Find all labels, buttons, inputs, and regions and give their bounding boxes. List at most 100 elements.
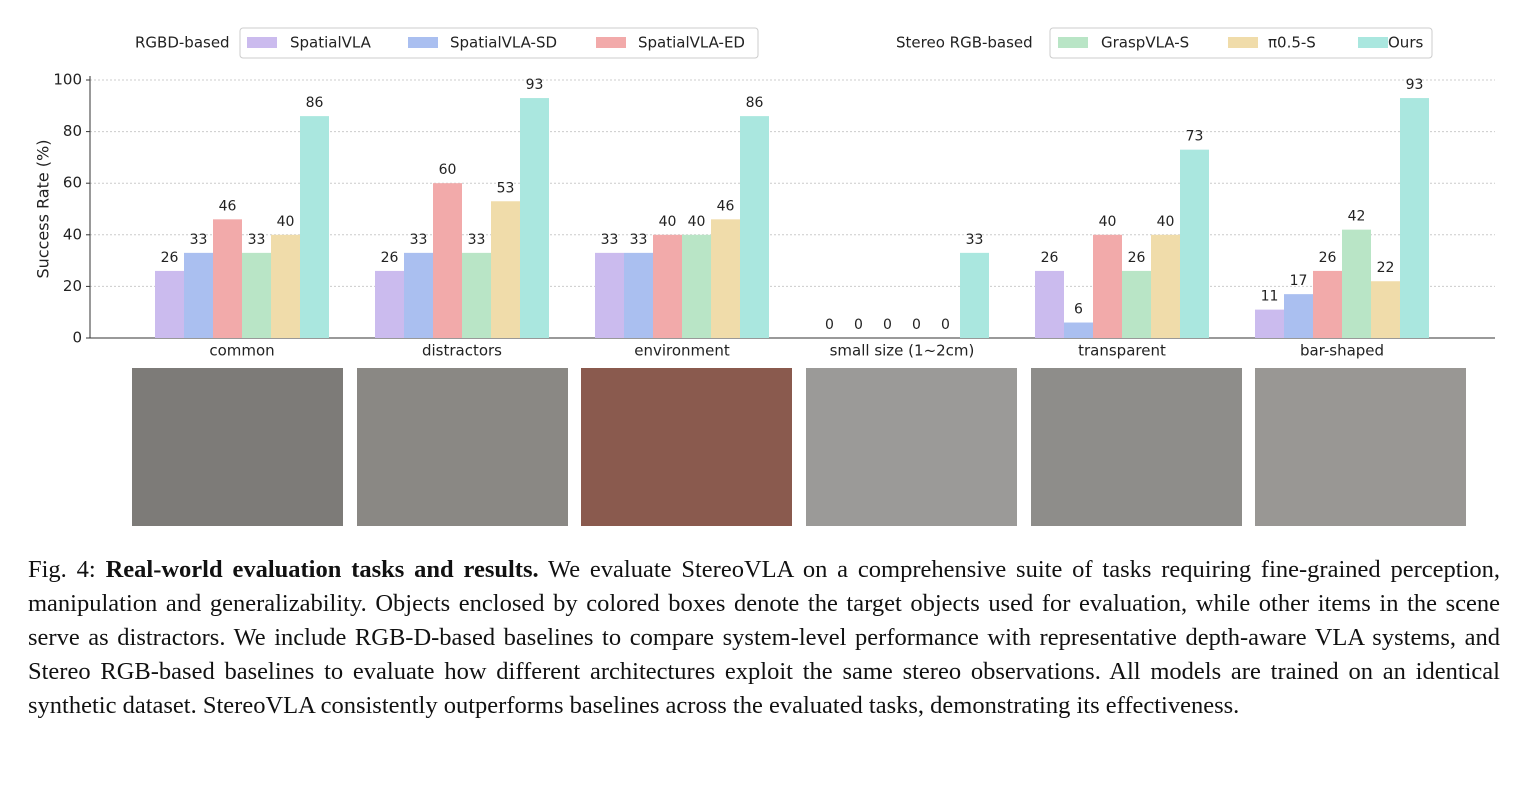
- bar: [184, 252, 213, 338]
- bar: [1371, 281, 1400, 338]
- value-label: 86: [306, 95, 324, 111]
- value-label: 42: [1348, 209, 1366, 225]
- bar: [242, 252, 271, 338]
- bar: [1400, 98, 1429, 338]
- value-label: 93: [1406, 77, 1424, 93]
- value-label: 6: [1074, 302, 1083, 318]
- photo: [132, 368, 343, 526]
- photo: [581, 368, 792, 526]
- value-label: 26: [161, 250, 179, 266]
- legend-label: Ours: [1388, 34, 1423, 52]
- bar: [711, 219, 740, 338]
- bar: [1064, 322, 1093, 338]
- bar: [1284, 294, 1313, 338]
- bar: [1313, 270, 1342, 338]
- legend-swatch: [408, 37, 438, 48]
- value-label: 60: [439, 162, 457, 178]
- value-label: 53: [497, 180, 515, 196]
- value-label: 93: [526, 77, 544, 93]
- value-label: 26: [1319, 250, 1337, 266]
- legend-swatch: [1358, 37, 1388, 48]
- photo: [806, 368, 1017, 526]
- legend-label: SpatialVLA-SD: [450, 34, 557, 52]
- bar: [271, 234, 300, 338]
- bar: [462, 252, 491, 338]
- bar: [624, 252, 653, 338]
- value-label: 33: [468, 232, 486, 248]
- bar: [960, 252, 989, 338]
- bar: [300, 116, 329, 339]
- legend-label: SpatialVLA: [290, 34, 372, 52]
- legend-label: GraspVLA-S: [1101, 34, 1189, 52]
- legend-swatch: [596, 37, 626, 48]
- value-label: 33: [410, 232, 428, 248]
- bar: [1151, 234, 1180, 338]
- bar: [740, 116, 769, 339]
- value-label: 46: [219, 198, 237, 214]
- x-tick-label: environment: [634, 342, 730, 360]
- caption: Fig. 4: Real-world evaluation tasks and …: [28, 553, 1500, 723]
- value-label: 40: [688, 214, 706, 230]
- x-tick-label: transparent: [1078, 342, 1166, 360]
- legend-group-label: RGBD-based: [135, 34, 230, 52]
- value-label: 26: [1041, 250, 1059, 266]
- y-tick-label: 100: [53, 71, 82, 89]
- value-label: 33: [630, 232, 648, 248]
- bar: [404, 252, 433, 338]
- bar: [1122, 270, 1151, 338]
- bar: [595, 252, 624, 338]
- bar: [155, 270, 184, 338]
- value-label: 40: [659, 214, 677, 230]
- x-tick-label: bar-shaped: [1300, 342, 1384, 360]
- y-tick-label: 40: [63, 225, 82, 243]
- bar: [1035, 270, 1064, 338]
- caption-title: Real-world evaluation tasks and results.: [105, 556, 539, 583]
- y-tick-label: 0: [72, 329, 82, 347]
- value-label: 26: [1128, 250, 1146, 266]
- bar: [1093, 234, 1122, 338]
- y-tick-label: 60: [63, 174, 82, 192]
- value-label: 40: [1157, 214, 1175, 230]
- value-label: 40: [1099, 214, 1117, 230]
- bar: [1342, 229, 1371, 338]
- value-label: 0: [854, 317, 863, 333]
- value-label: 26: [381, 250, 399, 266]
- caption-label: Fig. 4:: [28, 556, 96, 583]
- photos: [132, 368, 1466, 526]
- bar: [682, 234, 711, 338]
- value-label: 33: [966, 232, 984, 248]
- legend-label: π0.5-S: [1268, 34, 1316, 52]
- legend-box: [239, 27, 759, 59]
- bar: [375, 270, 404, 338]
- value-label: 86: [746, 95, 764, 111]
- value-label: 33: [248, 232, 266, 248]
- legend-swatch: [1058, 37, 1088, 48]
- caption-text: We evaluate StereoVLA on a comprehensive…: [28, 556, 1501, 719]
- bar: [1180, 149, 1209, 338]
- photo: [357, 368, 568, 526]
- bar: [653, 234, 682, 338]
- bar: [491, 201, 520, 338]
- value-label: 40: [277, 214, 295, 230]
- photo: [1255, 368, 1466, 526]
- bar: [433, 183, 462, 338]
- x-tick-label: small size (1~2cm): [830, 342, 975, 360]
- legend-label: SpatialVLA-ED: [638, 34, 745, 52]
- y-tick-label: 80: [63, 122, 82, 140]
- value-label: 0: [883, 317, 892, 333]
- x-tick-label: common: [209, 342, 274, 360]
- y-axis-label: Success Rate (%): [34, 140, 53, 279]
- photo: [1031, 368, 1242, 526]
- value-label: 11: [1261, 289, 1279, 305]
- bar: [213, 219, 242, 338]
- bar: [520, 98, 549, 338]
- value-label: 0: [912, 317, 921, 333]
- value-label: 33: [601, 232, 619, 248]
- bar: [1255, 309, 1284, 338]
- value-label: 73: [1186, 129, 1204, 145]
- value-label: 22: [1377, 260, 1395, 276]
- y-tick-label: 20: [63, 277, 82, 295]
- value-label: 17: [1290, 273, 1308, 289]
- value-label: 0: [941, 317, 950, 333]
